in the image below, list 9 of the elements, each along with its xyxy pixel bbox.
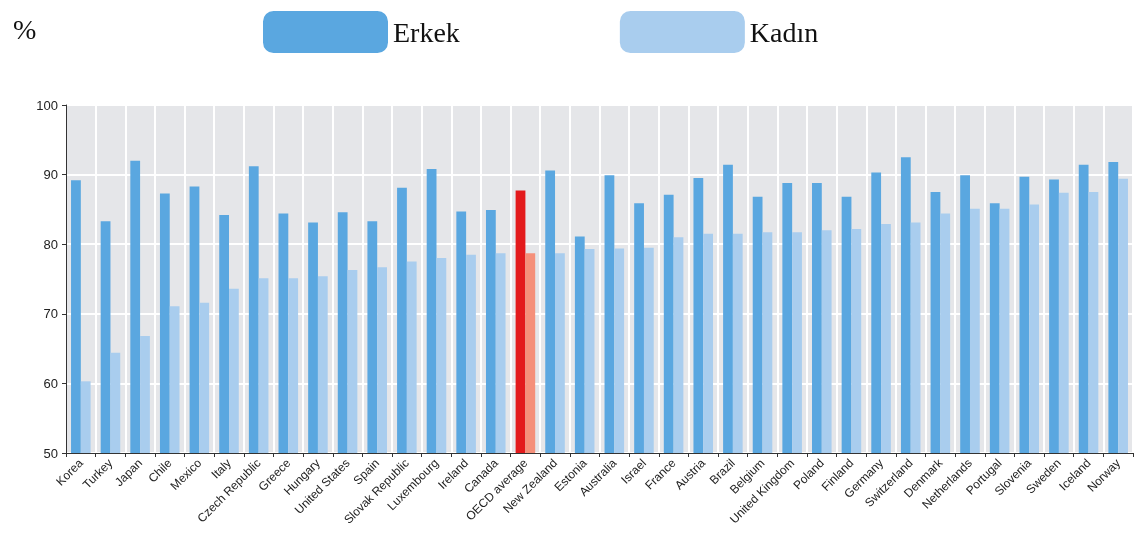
- y-tick-label: 50: [43, 445, 58, 461]
- legend-label: Erkek: [393, 16, 460, 48]
- y-tick-label: 60: [43, 375, 58, 391]
- y-tick-label: 80: [43, 236, 58, 252]
- y-tick-label: 90: [43, 167, 58, 183]
- legend-label: Kadın: [749, 16, 819, 48]
- y-tick-label: 100: [36, 97, 58, 113]
- y-axis-title: %: [13, 13, 37, 45]
- y-tick-label: 70: [43, 306, 58, 322]
